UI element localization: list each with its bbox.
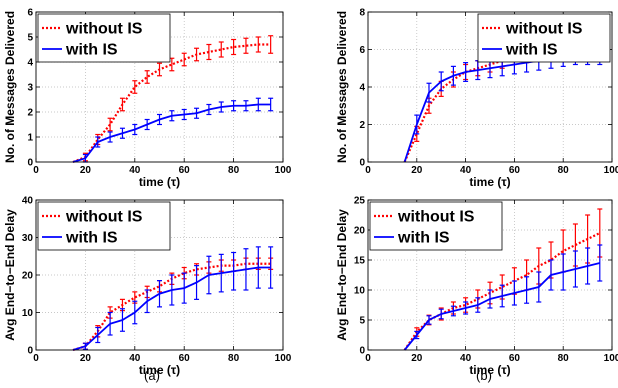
legend-label: with IS — [505, 42, 558, 59]
y-axis-label: Avg End−to−End Delay — [3, 209, 17, 341]
legend-box — [369, 201, 503, 251]
y-tick-label: 0 — [27, 158, 33, 169]
x-axis-label: time (τ) — [469, 363, 510, 377]
legend-label: without IS — [65, 21, 143, 38]
y-tick-label: 25 — [354, 196, 366, 207]
x-tick-label: 20 — [80, 165, 92, 176]
x-tick-label: 40 — [460, 165, 472, 176]
legend-label: with IS — [65, 230, 118, 247]
y-axis-label: No. of Messages Delivered — [335, 11, 349, 163]
x-tick-label: 80 — [558, 353, 570, 364]
y-tick-label: 5 — [27, 33, 33, 44]
legend-label: with IS — [397, 230, 450, 247]
axes-frame — [35, 199, 284, 351]
x-tick-label: 80 — [228, 353, 240, 364]
x-tick-label: 0 — [365, 353, 371, 364]
panel-label-b: (b) — [476, 368, 492, 383]
legend: without IS with IS — [369, 201, 503, 251]
x-tick-label: 40 — [460, 353, 472, 364]
x-tick-label: 80 — [228, 165, 240, 176]
y-tick-label: 4 — [27, 58, 33, 69]
x-tick-label: 40 — [129, 353, 141, 364]
legend-box — [37, 201, 171, 251]
x-axis-label: time (τ) — [139, 175, 180, 189]
y-tick-label: 20 — [22, 271, 34, 282]
x-tick-label: 100 — [275, 165, 292, 176]
legend-box — [37, 13, 171, 63]
y-tick-label: 1 — [27, 133, 33, 144]
chart-panel-3: 0 20 40 60 80 100 0 5 10 15 20 25 time (τ) Avg End−to… — [335, 196, 618, 378]
x-tick-label: 60 — [509, 165, 521, 176]
y-tick-label: 40 — [22, 196, 34, 207]
x-tick-label: 100 — [275, 353, 292, 364]
y-axis-label: Avg End−to−End Delay — [335, 209, 349, 341]
y-tick-label: 10 — [354, 286, 366, 297]
y-axis-label: No. of Messages Delivered — [3, 11, 17, 163]
x-tick-label: 20 — [80, 353, 92, 364]
panel-label-a: (a) — [144, 368, 160, 383]
legend-label: with IS — [65, 42, 118, 59]
chart-panel-1: 0 20 40 60 80 100 0 2 4 6 8 time (τ) No. of Messages… — [335, 8, 618, 190]
y-tick-label: 10 — [22, 308, 34, 319]
axes-frame — [367, 199, 613, 351]
chart-panel-0: 0 20 40 60 80 100 0 1 2 3 4 5 6 time (τ) No. of Messag… — [3, 8, 292, 190]
y-tick-label: 3 — [27, 83, 33, 94]
x-tick-label: 60 — [509, 353, 521, 364]
series-1 — [72, 97, 274, 163]
x-tick-label: 20 — [411, 353, 423, 364]
x-tick-label: 0 — [33, 353, 39, 364]
axes-frame — [367, 11, 613, 163]
y-tick-label: 30 — [22, 233, 34, 244]
series-1 — [72, 246, 274, 351]
x-tick-label: 100 — [604, 165, 618, 176]
y-tick-label: 8 — [359, 8, 365, 19]
series-1 — [403, 244, 603, 351]
x-tick-label: 80 — [558, 165, 570, 176]
y-tick-label: 6 — [27, 8, 33, 19]
x-axis-label: time (τ) — [139, 363, 180, 377]
x-tick-label: 60 — [179, 353, 191, 364]
y-tick-label: 5 — [359, 316, 365, 327]
legend: without IS with IS — [37, 13, 171, 63]
legend-label: without IS — [397, 209, 475, 226]
x-tick-label: 60 — [179, 165, 191, 176]
legend-box — [477, 13, 611, 63]
axes-frame — [35, 11, 284, 163]
x-tick-label: 100 — [604, 353, 618, 364]
y-tick-label: 0 — [359, 346, 365, 357]
legend: without IS with IS — [477, 13, 611, 63]
y-tick-label: 2 — [359, 120, 365, 131]
legend-label: without IS — [65, 209, 143, 226]
y-tick-label: 4 — [359, 83, 365, 94]
x-tick-label: 0 — [365, 165, 371, 176]
y-tick-label: 6 — [359, 45, 365, 56]
y-tick-label: 0 — [359, 158, 365, 169]
y-tick-label: 2 — [27, 108, 33, 119]
y-tick-label: 15 — [354, 256, 366, 267]
legend-label: without IS — [505, 21, 583, 38]
x-axis-label: time (τ) — [469, 175, 510, 189]
x-tick-label: 0 — [33, 165, 39, 176]
y-tick-label: 20 — [354, 226, 366, 237]
y-tick-label: 0 — [27, 346, 33, 357]
legend: without IS with IS — [37, 201, 171, 251]
x-tick-label: 20 — [411, 165, 423, 176]
x-tick-label: 40 — [129, 165, 141, 176]
